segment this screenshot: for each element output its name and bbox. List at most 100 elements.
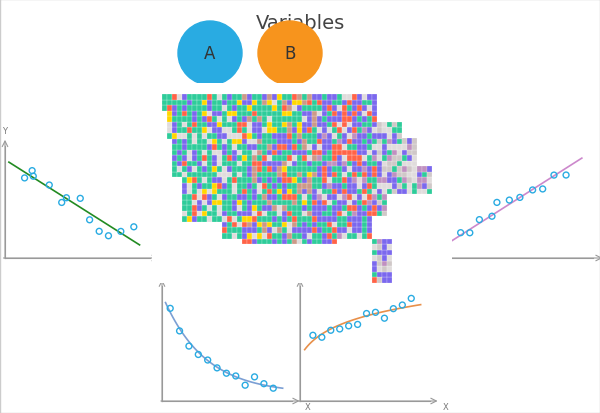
Bar [312,189,317,195]
Bar [212,211,217,217]
Bar [172,145,177,150]
Bar [307,233,312,239]
Bar [372,106,377,112]
Bar [297,161,302,167]
Bar [212,167,217,173]
Bar [372,206,377,211]
Bar [277,239,282,244]
Bar [277,222,282,228]
Bar [207,195,212,200]
Bar [167,134,172,139]
Bar [272,211,277,217]
Bar [307,206,312,211]
Bar [247,239,252,244]
Bar [252,183,257,189]
Bar [197,200,202,206]
Bar [277,112,282,117]
Bar [312,178,317,183]
Bar [232,233,237,239]
Bar [267,150,272,156]
Bar [322,161,327,167]
Bar [242,239,247,244]
Bar [167,112,172,117]
Point [492,199,502,206]
Bar [427,172,432,178]
Bar [342,139,347,145]
Bar [232,183,237,189]
Bar [257,123,262,128]
Bar [187,128,192,134]
Bar [177,123,182,128]
Bar [397,145,402,150]
Bar [242,128,247,134]
Bar [272,183,277,189]
Bar [322,100,327,106]
Bar [307,123,312,128]
Bar [347,178,352,183]
Bar [187,200,192,206]
Bar [327,178,332,183]
Bar [177,156,182,161]
Bar [372,123,377,128]
Bar [357,183,362,189]
Bar [372,117,377,123]
Bar [347,106,352,112]
Bar [342,156,347,161]
Bar [297,217,302,222]
Bar [262,228,267,233]
Bar [197,167,202,173]
Bar [287,172,292,178]
Bar [302,239,307,244]
Bar [387,272,392,278]
Bar [292,211,297,217]
Bar [407,145,412,150]
Bar [327,161,332,167]
Bar [282,195,287,200]
Bar [337,139,342,145]
Bar [312,139,317,145]
Bar [207,150,212,156]
Bar [282,128,287,134]
Bar [247,217,252,222]
Bar [257,228,262,233]
Bar [172,134,177,139]
Bar [412,183,417,189]
Bar [357,172,362,178]
Bar [292,167,297,173]
Bar [252,233,257,239]
Bar [287,100,292,106]
Bar [287,150,292,156]
Bar [377,206,382,211]
Bar [362,200,367,206]
Bar [337,123,342,128]
Point [326,327,335,334]
Bar [322,189,327,195]
Bar [252,172,257,178]
Point [406,295,416,302]
Bar [192,150,197,156]
Bar [257,150,262,156]
Bar [342,123,347,128]
Bar [397,156,402,161]
Bar [352,134,357,139]
Bar [402,156,407,161]
Bar [282,222,287,228]
Bar [362,167,367,173]
Bar [217,100,222,106]
Bar [187,117,192,123]
Bar [237,106,242,112]
Bar [297,206,302,211]
Bar [222,156,227,161]
Bar [247,134,252,139]
Bar [267,217,272,222]
Bar [172,156,177,161]
Bar [367,172,372,178]
Bar [317,100,322,106]
Bar [317,150,322,156]
Bar [292,156,297,161]
Bar [337,211,342,217]
Bar [387,161,392,167]
Bar [367,183,372,189]
Bar [357,156,362,161]
Bar [237,200,242,206]
